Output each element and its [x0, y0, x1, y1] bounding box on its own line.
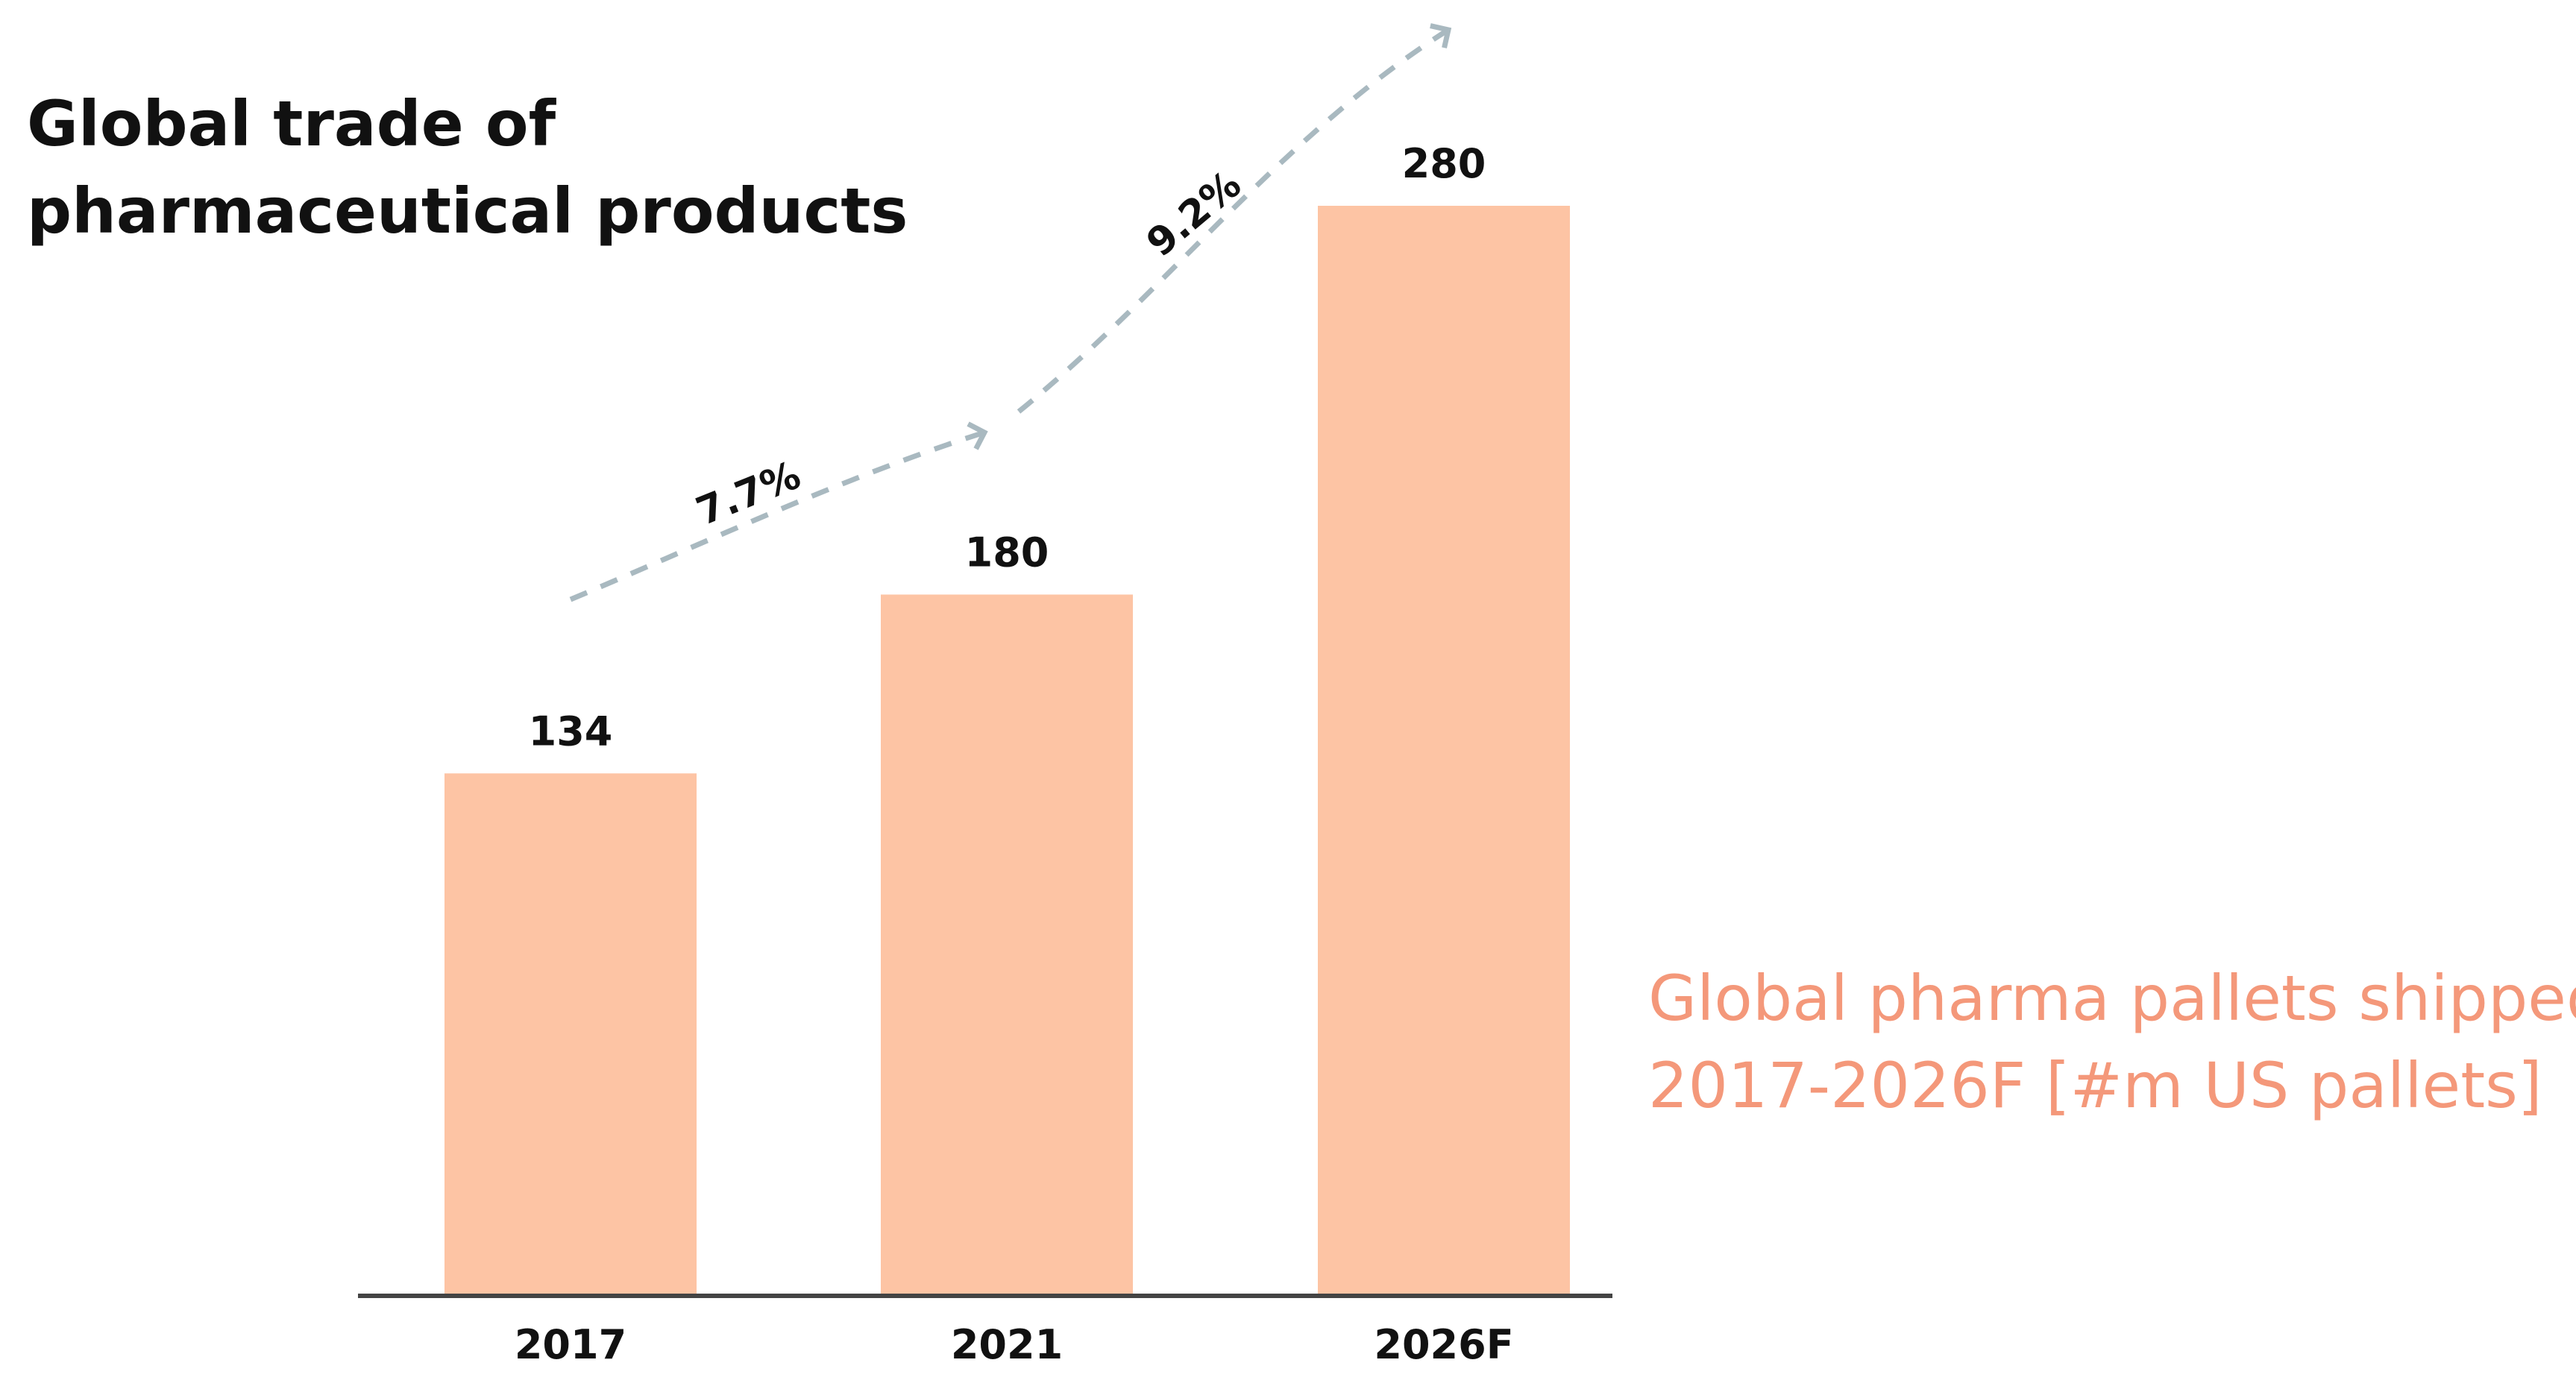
- cagr-annotations: 7.7%9.2%: [569, 23, 1452, 602]
- chart-subtitle: Global pharma pallets shipped 2017-2026F…: [1648, 962, 2576, 1122]
- tick-label-2021: 2021: [951, 1321, 1063, 1368]
- chart-title: Global trade of pharmaceutical products: [27, 87, 908, 248]
- cagr-label-1: 7.7%: [691, 453, 807, 535]
- bar-2026f: [1318, 206, 1570, 1294]
- value-label-2017: 134: [529, 708, 613, 755]
- chart-subtitle-line-1: Global pharma pallets shipped: [1648, 962, 2576, 1035]
- value-label-2026f: 280: [1402, 140, 1486, 187]
- chart-title-line-2: pharmaceutical products: [27, 174, 908, 248]
- bar-2021: [881, 594, 1133, 1294]
- chart-title-line-1: Global trade of: [27, 87, 557, 160]
- bars: [444, 206, 1570, 1294]
- value-label-2021: 180: [965, 529, 1049, 576]
- chart-subtitle-line-2: 2017-2026F [#m US pallets]: [1648, 1049, 2542, 1122]
- cagr-arrow-2: [1017, 23, 1452, 414]
- bar-2017: [444, 773, 697, 1294]
- tick-label-2026f: 2026F: [1374, 1321, 1513, 1368]
- x-axis-ticks: 2017 2021 2026F: [515, 1321, 1514, 1368]
- tick-label-2017: 2017: [515, 1321, 626, 1368]
- value-labels: 134 180 280: [529, 140, 1486, 755]
